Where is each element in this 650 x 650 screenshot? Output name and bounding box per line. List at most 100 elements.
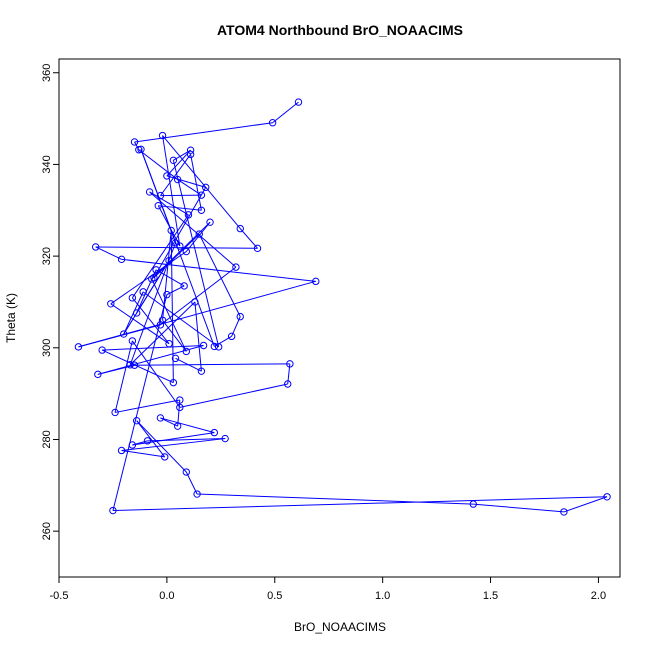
series-line-segment [140, 149, 176, 243]
data-point [156, 191, 165, 200]
data-point [182, 468, 191, 476]
data-point [236, 312, 244, 321]
series-line-segment [132, 432, 215, 446]
data-point [469, 500, 477, 508]
x-axis-label: BrO_NOAACIMS [294, 620, 386, 634]
series-line-segment [78, 324, 161, 348]
data-point [167, 226, 175, 235]
series-line-segment [138, 149, 178, 180]
data-point [197, 206, 206, 214]
data-point [286, 360, 294, 368]
data-point [169, 156, 178, 165]
data-point [152, 266, 160, 274]
series-line-segment [151, 221, 211, 280]
data-point [560, 508, 568, 516]
series-line-segment [194, 301, 202, 372]
series-line-segment [95, 246, 122, 260]
data-point [150, 273, 158, 282]
data-point [158, 131, 167, 140]
data-point [165, 257, 173, 265]
data-point [158, 316, 167, 324]
data-point [312, 277, 320, 286]
series-line-segment [121, 258, 316, 282]
x-tick-label: 0.5 [267, 590, 282, 602]
series-line-segment [158, 205, 202, 211]
series-line-segment [112, 496, 608, 512]
data-point [232, 263, 240, 271]
data-point [111, 408, 119, 417]
y-axis-label: Theta (K) [4, 293, 18, 343]
series-line-segment [160, 154, 192, 196]
data-point [173, 175, 182, 184]
data-point [156, 321, 165, 329]
data-point [137, 145, 145, 154]
data-point [173, 422, 182, 430]
y-tick-label: 280 [41, 430, 53, 448]
series-points [74, 98, 611, 516]
data-point [221, 434, 229, 443]
y-axis: 260 280 300 320 340 360 [41, 64, 60, 540]
x-tick-label: -0.5 [50, 590, 69, 602]
data-point [184, 211, 193, 219]
data-point [161, 453, 169, 461]
data-point [227, 332, 236, 341]
series-line-segment [114, 340, 133, 413]
series-line-segment [162, 135, 181, 247]
data-point [253, 244, 262, 253]
series-line-segment [121, 449, 165, 458]
series-line-segment [190, 154, 202, 211]
data-point [186, 146, 195, 154]
data-point [163, 290, 171, 299]
series-line-segment [160, 417, 215, 434]
data-point [197, 191, 206, 199]
data-point [214, 343, 223, 351]
y-tick-label: 320 [41, 247, 53, 265]
x-tick-label: 2.0 [591, 590, 606, 602]
series-line-segment [198, 233, 241, 317]
data-point [156, 414, 165, 422]
data-point [154, 201, 162, 210]
data-point [132, 309, 141, 317]
series-line-segment [123, 260, 170, 335]
data-point [165, 339, 173, 348]
data-point [191, 298, 199, 306]
series-line-segment [102, 345, 204, 351]
series-line-segment [473, 503, 564, 513]
y-tick-label: 260 [41, 522, 53, 540]
data-point [182, 347, 191, 356]
series-line-segment [112, 294, 168, 511]
data-point [294, 98, 303, 106]
series-line-segment [160, 266, 237, 326]
data-point [94, 370, 102, 379]
series-line-segment [132, 440, 148, 446]
data-point [148, 275, 156, 283]
series-line-segment [170, 230, 174, 383]
x-tick-label: 1.0 [375, 590, 390, 602]
data-point [107, 300, 115, 308]
series-line-segment [147, 438, 226, 442]
series-line-segment [179, 383, 288, 408]
data-point [236, 224, 244, 233]
series-line-segment [166, 149, 191, 177]
series-line-segment [136, 420, 166, 458]
series-line-segment [97, 364, 135, 375]
data-point [171, 354, 180, 363]
series-line-segment [153, 233, 200, 279]
data-point [195, 230, 203, 238]
series-line-segment [155, 269, 185, 287]
y-tick-label: 340 [41, 155, 53, 173]
series-line-segment [149, 191, 237, 268]
data-point [126, 361, 134, 369]
data-point [128, 294, 137, 302]
data-point [186, 150, 195, 159]
data-point [120, 330, 128, 338]
series-line-segment [115, 399, 180, 413]
data-point [117, 446, 126, 455]
data-point [268, 119, 277, 127]
series-line-segment [272, 101, 299, 124]
x-tick-label: 1.5 [483, 590, 498, 602]
data-point [206, 218, 214, 226]
series-line-segment [177, 179, 202, 196]
series-line-segment [185, 471, 198, 495]
x-axis: -0.5 0.0 0.5 1.0 1.5 2.0 [50, 576, 606, 602]
